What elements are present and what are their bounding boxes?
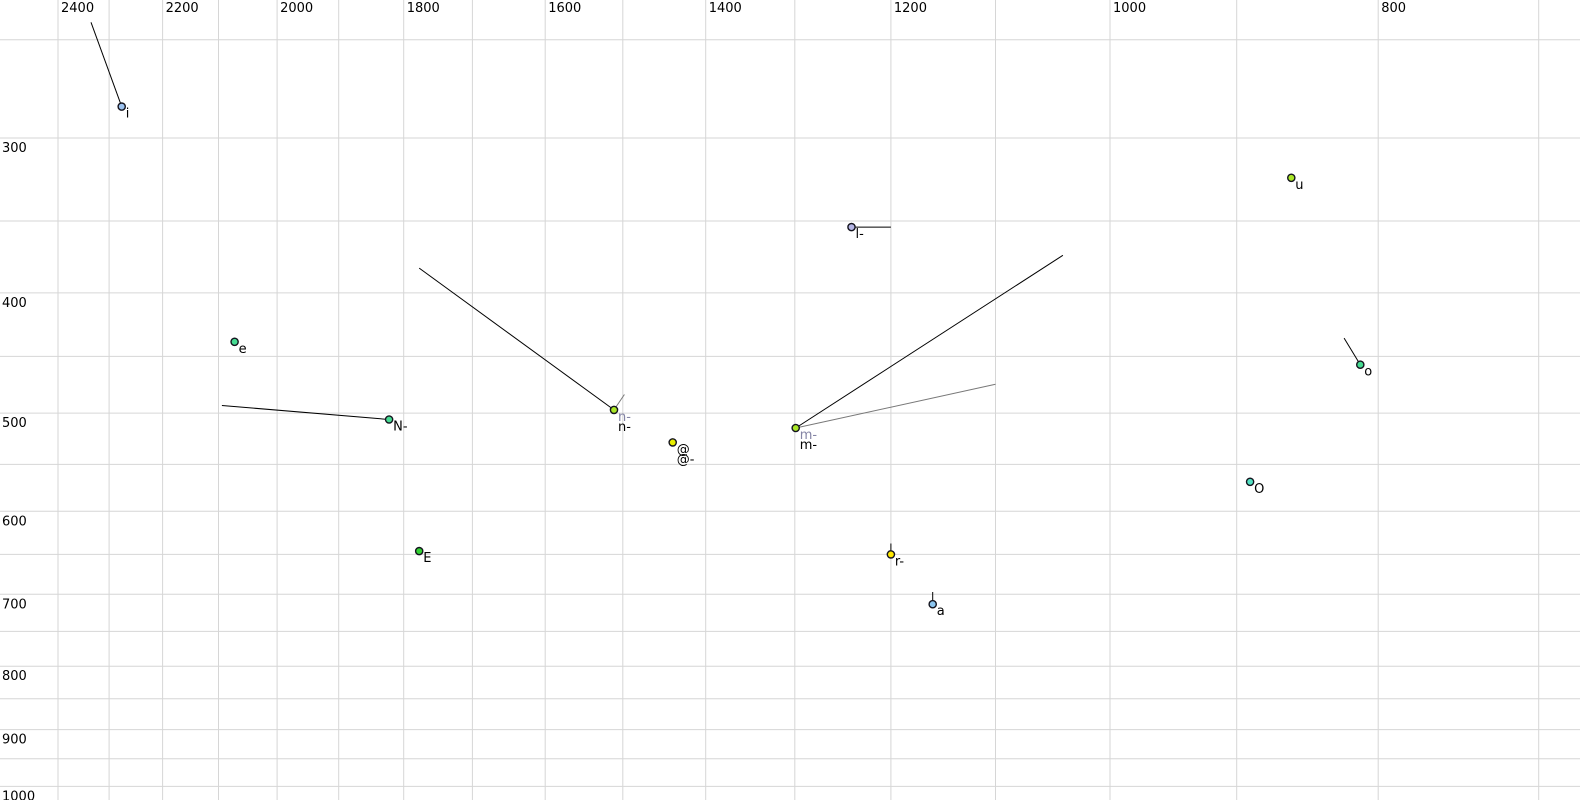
y-axis-tick-label-600: 600	[2, 514, 27, 529]
point-o	[1356, 360, 1365, 370]
point-a	[928, 599, 938, 609]
point-labels: i e N- En-n- @@- m-m-l-r-a Ou o	[126, 107, 1373, 620]
y-axis-tick-label-1000: 1000	[2, 789, 35, 800]
point-label-e-0: e	[239, 342, 247, 357]
data-points	[117, 102, 1365, 609]
point-i	[117, 102, 126, 111]
point-label-u-0: u	[1295, 178, 1303, 193]
x-axis-tick-label-2000: 2000	[280, 1, 313, 16]
x-axis-tick-label-2200: 2200	[166, 1, 199, 16]
y-axis-tick-label-800: 800	[2, 669, 27, 684]
point-label-i-0: i	[126, 107, 130, 122]
point-label-o-0: o	[1364, 365, 1372, 380]
point-l-	[847, 222, 856, 232]
point-label-r--0: r-	[895, 554, 905, 569]
point-e	[230, 337, 239, 347]
x-axis-tick-label-2400: 2400	[61, 1, 94, 16]
y-axis-tick-label-400: 400	[2, 296, 27, 311]
movement-tails	[90, 22, 1361, 605]
point-label-n--0: n-	[618, 410, 631, 425]
point-label-n--1: n-	[618, 420, 631, 435]
y-axis-tick-label-900: 900	[2, 733, 27, 748]
point-N-	[384, 415, 394, 424]
x-axis-tick-label-1600: 1600	[548, 1, 581, 16]
point-r-	[886, 550, 896, 559]
y-axis-tick-label-700: 700	[2, 597, 27, 612]
tail-m--0	[795, 383, 996, 429]
tail-m--1	[795, 254, 1064, 429]
x-axis-tick-label-1800: 1800	[407, 1, 440, 16]
point-O	[1245, 477, 1255, 487]
point-label-N--0: N-	[393, 420, 408, 435]
point-n-	[609, 405, 619, 415]
point-label-a-0: a	[937, 604, 945, 619]
x-axis-tick-label-1000: 1000	[1113, 1, 1146, 16]
point-label-m--1: m-	[800, 438, 818, 453]
point-m-	[791, 423, 801, 433]
point-label-E-0: E	[423, 551, 431, 566]
tail-N--0	[221, 405, 390, 420]
tail-i-0	[90, 22, 123, 107]
tail-n--1	[418, 267, 615, 411]
point-label-l--0: l-	[856, 227, 865, 242]
y-axis-tick-label-300: 300	[2, 141, 27, 156]
point-label-@-1: @-	[677, 452, 695, 467]
point-@	[668, 438, 678, 447]
point-u	[1287, 173, 1296, 183]
point-E	[414, 546, 424, 556]
point-label-@-0: @	[677, 442, 690, 457]
axis-tick-labels: 2400 2200 2000 1800 1600 1400 1200 1000 800 300 40…	[2, 1, 1406, 800]
x-axis-tick-label-800: 800	[1381, 1, 1406, 16]
x-axis-tick-label-1400: 1400	[709, 1, 742, 16]
y-axis-tick-label-500: 500	[2, 416, 27, 431]
point-label-O-0: O	[1254, 482, 1264, 497]
tail-o-0	[1343, 337, 1361, 365]
point-label-m--0: m-	[800, 428, 818, 443]
x-axis-tick-label-1200: 1200	[894, 1, 927, 16]
